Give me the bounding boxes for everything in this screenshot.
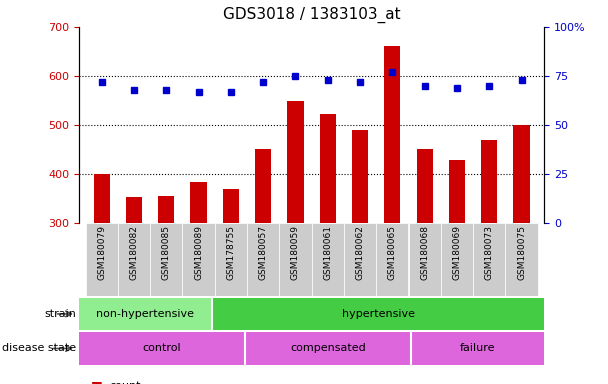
Bar: [514, 125, 530, 369]
Text: GSM180085: GSM180085: [162, 225, 171, 280]
Text: GSM180061: GSM180061: [323, 225, 332, 280]
Bar: [411, 332, 544, 365]
Bar: [344, 223, 376, 296]
Bar: [94, 174, 109, 369]
Bar: [288, 101, 303, 369]
Text: control: control: [143, 343, 181, 354]
Bar: [449, 160, 465, 369]
Bar: [409, 223, 441, 296]
Bar: [473, 223, 505, 296]
Text: GSM180057: GSM180057: [258, 225, 268, 280]
Bar: [255, 149, 271, 369]
Text: ■: ■: [91, 379, 103, 384]
Text: count: count: [109, 381, 141, 384]
Bar: [86, 223, 118, 296]
Bar: [150, 223, 182, 296]
Bar: [223, 189, 239, 369]
Bar: [158, 196, 174, 369]
Text: GSM180073: GSM180073: [485, 225, 494, 280]
Text: non-hypertensive: non-hypertensive: [97, 309, 195, 319]
Text: GSM180059: GSM180059: [291, 225, 300, 280]
Text: GSM180069: GSM180069: [452, 225, 461, 280]
Bar: [320, 114, 336, 369]
Bar: [481, 141, 497, 369]
Bar: [384, 46, 401, 369]
Bar: [352, 130, 368, 369]
Bar: [190, 182, 207, 369]
Text: GSM180079: GSM180079: [97, 225, 106, 280]
Text: GSM178755: GSM178755: [226, 225, 235, 280]
Bar: [245, 332, 411, 365]
Text: compensated: compensated: [291, 343, 366, 354]
Text: GSM180089: GSM180089: [194, 225, 203, 280]
Bar: [416, 149, 433, 369]
Bar: [118, 223, 150, 296]
Bar: [505, 223, 537, 296]
Bar: [311, 223, 344, 296]
Text: GSM180068: GSM180068: [420, 225, 429, 280]
Bar: [279, 223, 311, 296]
Bar: [79, 298, 212, 330]
Bar: [126, 197, 142, 369]
Text: GSM180082: GSM180082: [130, 225, 139, 280]
Bar: [441, 223, 473, 296]
Bar: [247, 223, 279, 296]
Title: GDS3018 / 1383103_at: GDS3018 / 1383103_at: [223, 7, 401, 23]
Text: hypertensive: hypertensive: [342, 309, 415, 319]
Text: failure: failure: [460, 343, 496, 354]
Text: strain: strain: [44, 309, 76, 319]
Text: disease state: disease state: [2, 343, 76, 354]
Bar: [182, 223, 215, 296]
Text: GSM180062: GSM180062: [356, 225, 365, 280]
Bar: [215, 223, 247, 296]
Text: GSM180075: GSM180075: [517, 225, 526, 280]
Text: GSM180065: GSM180065: [388, 225, 397, 280]
Bar: [212, 298, 544, 330]
Bar: [376, 223, 409, 296]
Bar: [79, 332, 245, 365]
